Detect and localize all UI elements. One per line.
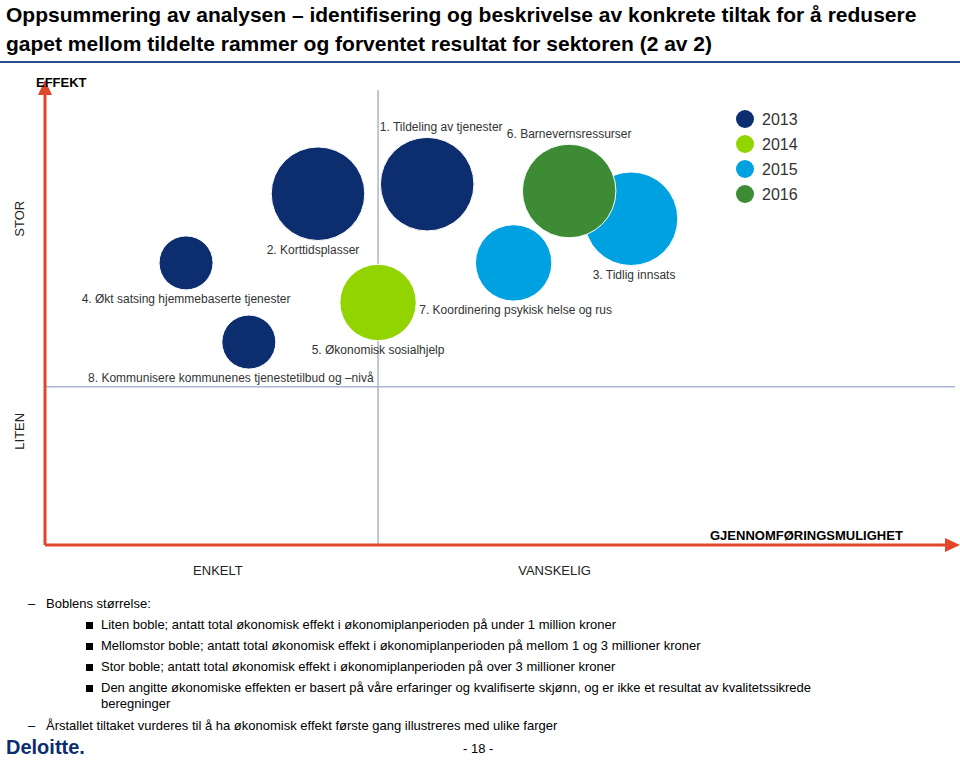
svg-text:LITEN: LITEN — [12, 413, 27, 450]
svg-text:2014: 2014 — [762, 136, 798, 153]
html-text:- 18 -: - 18 - — [463, 741, 494, 756]
svg-text:VANSKELIG: VANSKELIG — [518, 563, 591, 578]
html-text:EFFEKT: EFFEKT — [36, 75, 87, 90]
svg-text:1. Tildeling av tjenester: 1. Tildeling av tjenester — [380, 120, 503, 134]
html-text:Liten boble; antatt total økon: Liten boble; antatt total økonomisk effe… — [101, 617, 616, 632]
html-text:Oppsummering av analysen – ide: Oppsummering av analysen – identifiserin… — [6, 3, 917, 55]
html-text:Deloitte.: Deloitte. — [6, 736, 85, 758]
svg-text:STOR: STOR — [12, 201, 27, 237]
svg-text:2. Korttidsplasser: 2. Korttidsplasser — [267, 243, 360, 257]
svg-text:6. Barnevernsressurser: 6. Barnevernsressurser — [507, 127, 632, 141]
html-text:Den angitte økonomiske effekte: Den angitte økonomiske effekten er baser… — [101, 680, 811, 711]
html-text:Mellomstor boble; antatt total: Mellomstor boble; antatt total økonomisk… — [101, 638, 701, 653]
svg-text:3. Tidlig innsats: 3. Tidlig innsats — [593, 268, 676, 282]
svg-text:7. Koordinering psykisk helse: 7. Koordinering psykisk helse og rus — [419, 303, 612, 317]
svg-text:ENKELT: ENKELT — [193, 563, 243, 578]
html-text:Boblens størrelse:: Boblens størrelse: — [46, 596, 151, 611]
svg-text:5. Økonomisk sosialhjelp: 5. Økonomisk sosialhjelp — [312, 343, 445, 357]
html-text:Stor boble; antatt total økono: Stor boble; antatt total økonomisk effek… — [101, 659, 616, 674]
svg-text:2013: 2013 — [762, 111, 798, 128]
svg-text:2016: 2016 — [762, 186, 798, 203]
html-text:GJENNOMFØRINGSMULIGHET: GJENNOMFØRINGSMULIGHET — [710, 528, 903, 543]
svg-text:4. Økt satsing hjemmebaserte t: 4. Økt satsing hjemmebaserte tjenester — [82, 292, 291, 306]
svg-text:2015: 2015 — [762, 161, 798, 178]
html-text:Årstallet tiltaket vurderes ti: Årstallet tiltaket vurderes til å ha øko… — [46, 718, 558, 733]
svg-text:8. Kommunisere kommunenes tjen: 8. Kommunisere kommunenes tjenestetilbud… — [88, 371, 374, 385]
